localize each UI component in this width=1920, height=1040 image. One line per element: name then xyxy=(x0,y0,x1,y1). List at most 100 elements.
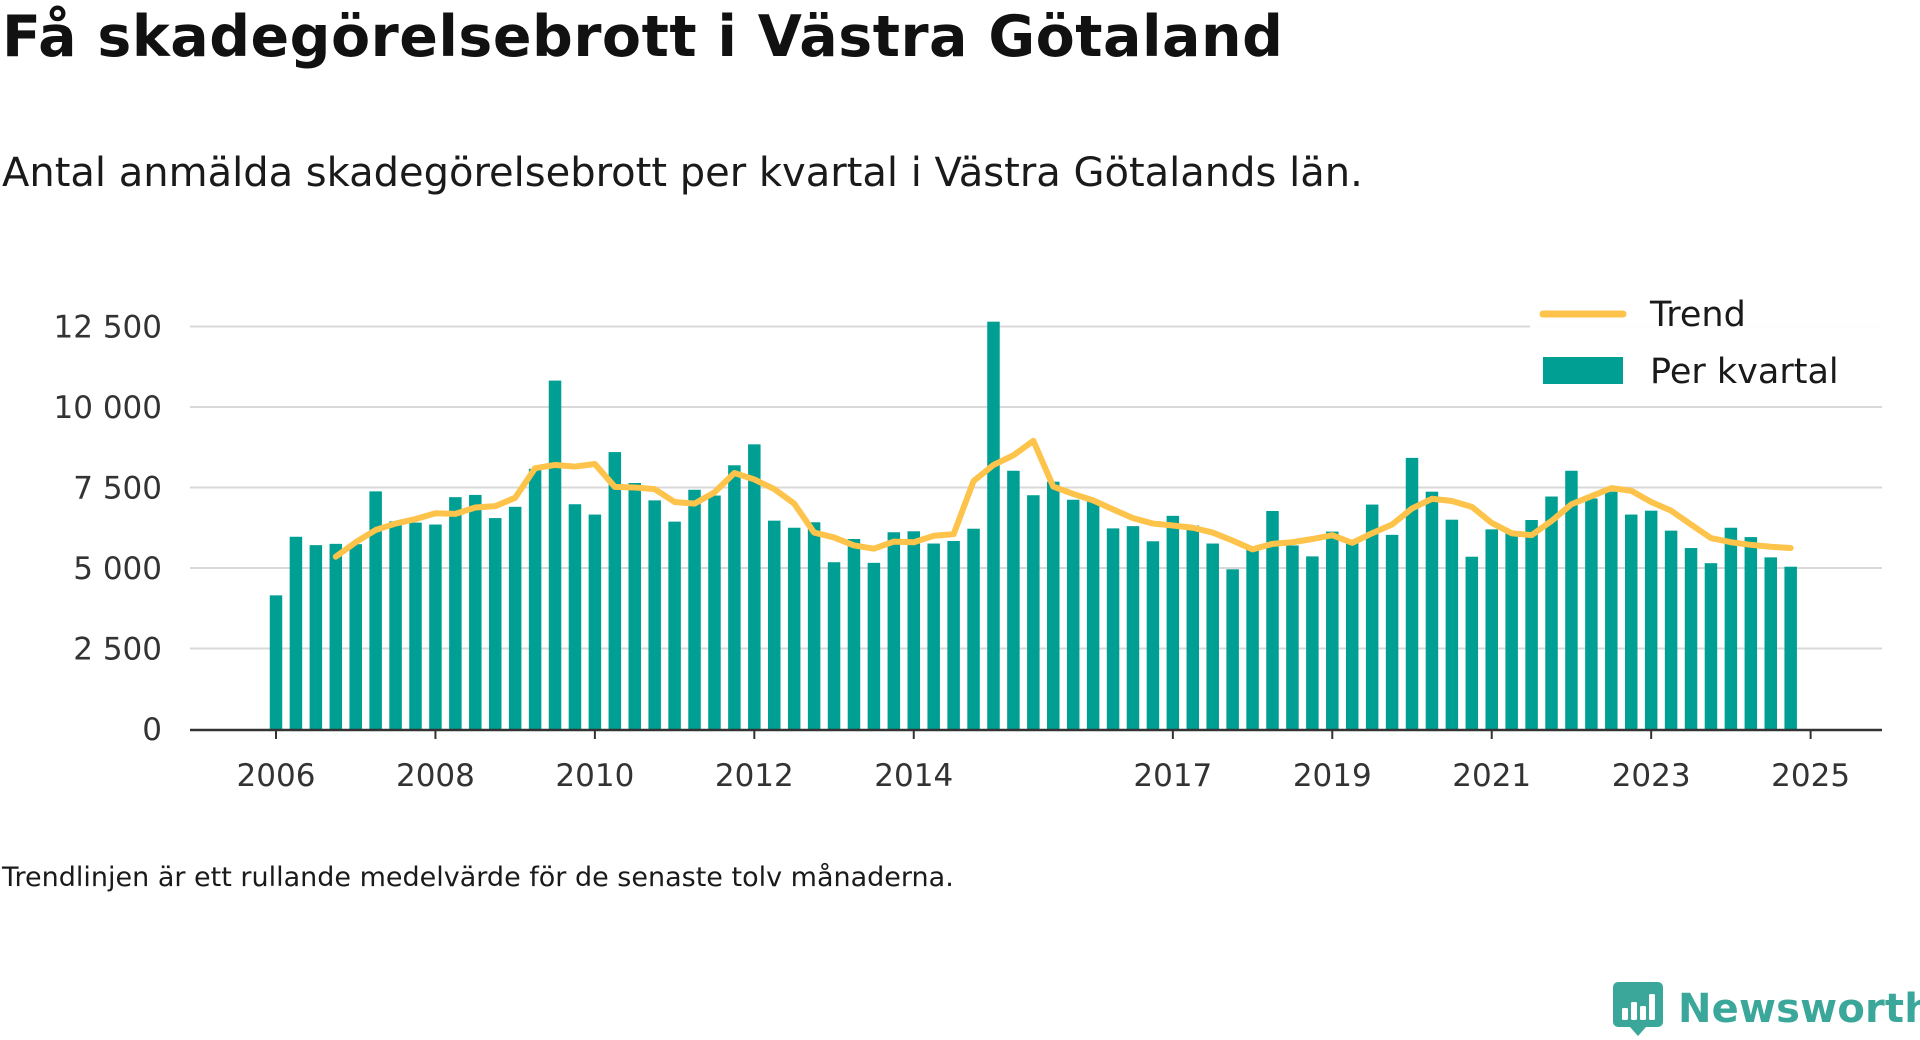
newsworthy-logo-icon xyxy=(1613,982,1663,1036)
bar xyxy=(608,452,622,729)
logo-bar-3 xyxy=(1640,1006,1646,1020)
bar xyxy=(1425,491,1439,729)
bar xyxy=(1445,519,1459,729)
bars-per-kvartal xyxy=(269,321,1797,729)
bar xyxy=(269,595,283,729)
bar xyxy=(309,545,323,729)
x-axis xyxy=(190,728,1882,739)
bar xyxy=(1664,530,1678,729)
bar xyxy=(1784,566,1797,729)
bar xyxy=(708,495,721,729)
bar xyxy=(1644,510,1658,729)
x-tick-label: 2025 xyxy=(1771,758,1850,794)
bar xyxy=(548,380,562,729)
bar xyxy=(907,531,921,729)
y-tick-label: 5 000 xyxy=(73,551,162,587)
bar xyxy=(1624,514,1638,729)
bar xyxy=(1744,537,1758,729)
bar xyxy=(728,465,741,729)
legend-swatch-per-kvartal xyxy=(1543,357,1623,384)
logo-bar-4 xyxy=(1649,994,1655,1020)
bar xyxy=(1505,532,1518,729)
bar xyxy=(1007,470,1020,729)
x-tick-label: 2023 xyxy=(1612,758,1691,794)
trend-line xyxy=(332,437,1794,560)
bar xyxy=(588,514,602,729)
bar xyxy=(1326,531,1339,729)
bar xyxy=(1764,557,1777,729)
bar xyxy=(1266,511,1279,729)
bar xyxy=(1704,563,1718,729)
y-axis-labels: 0 2 500 5 000 7 500 10 000 12 500 xyxy=(54,310,162,749)
bar xyxy=(1166,515,1180,729)
x-tick-label: 2010 xyxy=(555,758,634,794)
bar xyxy=(1027,495,1040,729)
bar xyxy=(329,543,343,729)
bar xyxy=(947,540,960,729)
bar xyxy=(827,562,841,729)
bar xyxy=(1246,548,1259,729)
y-tick-label: 0 xyxy=(142,712,162,748)
bar xyxy=(1605,491,1618,729)
bar xyxy=(688,489,701,729)
bar xyxy=(1106,528,1120,729)
bar xyxy=(847,539,861,729)
legend-label-per-kvartal: Per kvartal xyxy=(1650,352,1839,392)
legend: Trend Per kvartal xyxy=(1530,288,1888,406)
legend-background xyxy=(1530,288,1888,406)
bar xyxy=(887,532,901,729)
logo-bar-2 xyxy=(1631,1002,1637,1020)
bar xyxy=(927,543,940,729)
bar xyxy=(1585,498,1598,729)
bar xyxy=(1684,548,1698,729)
bar xyxy=(488,518,502,729)
chart-subtitle: Antal anmälda skadegörelsebrott per kvar… xyxy=(2,150,1363,196)
bar xyxy=(1345,541,1359,729)
x-tick-label: 2008 xyxy=(396,758,475,794)
bar xyxy=(768,520,781,729)
bar xyxy=(668,521,681,729)
bar xyxy=(867,562,881,729)
footnote: Trendlinjen är ett rullande medelvärde f… xyxy=(2,862,954,893)
bar xyxy=(648,500,661,729)
legend-label-trend: Trend xyxy=(1649,295,1746,335)
bar xyxy=(1286,545,1299,729)
bar xyxy=(787,527,801,729)
bar xyxy=(1405,457,1419,729)
bar xyxy=(1365,504,1379,729)
bar xyxy=(967,528,980,729)
bar xyxy=(389,521,402,729)
bar xyxy=(528,468,542,729)
bar xyxy=(1146,541,1160,729)
y-tick-label: 2 500 xyxy=(73,632,162,668)
bar xyxy=(1545,496,1558,729)
trend-line-group xyxy=(332,437,1794,560)
y-tick-label: 7 500 xyxy=(73,471,162,507)
bar xyxy=(1465,556,1479,729)
bar xyxy=(1186,525,1200,729)
bar xyxy=(1525,520,1538,729)
logo-bar-1 xyxy=(1622,1008,1628,1020)
brand-name: Newsworthy xyxy=(1678,986,1920,1032)
x-tick-label: 2012 xyxy=(715,758,794,794)
bar xyxy=(568,504,582,729)
x-tick-label: 2021 xyxy=(1452,758,1531,794)
bar xyxy=(289,536,303,729)
brand-logo[interactable]: Newsworthy xyxy=(1612,980,1920,1038)
x-tick-label: 2006 xyxy=(237,758,316,794)
bar xyxy=(449,497,462,729)
bar xyxy=(1306,556,1319,729)
y-tick-label: 12 500 xyxy=(54,310,162,346)
bar xyxy=(748,444,761,729)
bar xyxy=(1724,527,1738,729)
bar xyxy=(369,491,382,729)
bar xyxy=(1047,481,1060,729)
bar xyxy=(1126,526,1140,729)
x-axis-labels: 2006 2008 2010 2012 2014 2017 2019 2021 2023 2025 xyxy=(237,758,1851,794)
bar xyxy=(1226,569,1239,729)
bar xyxy=(349,544,362,729)
bar xyxy=(1485,529,1498,729)
x-tick-label: 2019 xyxy=(1293,758,1372,794)
bar xyxy=(469,494,482,729)
